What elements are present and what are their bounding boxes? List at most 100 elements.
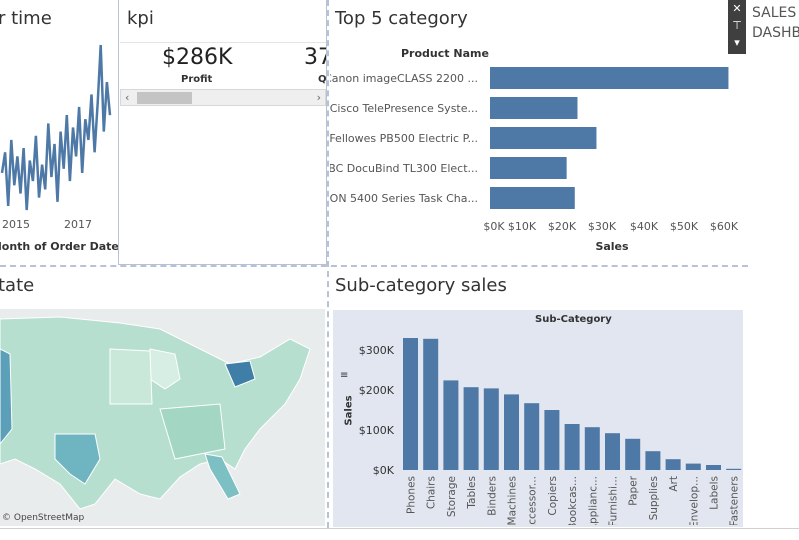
midwest-shape: [109, 348, 153, 405]
southeast-shape: [159, 403, 226, 460]
state-title: tate: [0, 275, 35, 296]
top5-x-tick: $30K: [588, 220, 617, 233]
menu-icon[interactable]: ▾: [734, 36, 740, 49]
close-icon[interactable]: ✕: [732, 2, 742, 15]
x-tick-2015: 2015: [2, 218, 30, 231]
top5-category-label: Fellowes PB500 Electric P...: [330, 132, 478, 145]
second-kpi-value: 37: [304, 45, 326, 70]
subcat-bar[interactable]: [685, 463, 701, 470]
top5-category-label: Cisco TelePresence Syste...: [330, 102, 478, 115]
top5-category-label: HON 5400 Series Task Cha...: [330, 192, 478, 205]
top5-bar[interactable]: [490, 127, 597, 149]
top5-bar[interactable]: [490, 97, 578, 119]
x-tick-2017: 2017: [64, 218, 92, 231]
top5-x-tick: $20K: [548, 220, 577, 233]
subcat-bar[interactable]: [544, 410, 560, 470]
top5-bar[interactable]: [490, 157, 567, 179]
subcat-bar[interactable]: [443, 380, 459, 470]
subcat-chart-header: Sub-Category: [535, 314, 612, 325]
subcat-category-label: Bookcas...: [567, 476, 579, 525]
subcat-category-label: Storage: [446, 476, 458, 517]
top5-bar[interactable]: [490, 187, 575, 209]
subcat-category-label: Furnishi...: [608, 476, 620, 525]
subcat-bar-chart: $0K $100K $200K $300K Phones Chairs Storage Tab…: [359, 338, 742, 525]
sales-line-chart: [0, 44, 112, 211]
new-york-shape: [224, 360, 256, 388]
top5-x-axis-label: Sales: [595, 240, 629, 253]
kpi-header-divider: [120, 42, 326, 43]
map-attribution[interactable]: © OpenStreetMap: [2, 513, 85, 523]
profit-value: $286K: [162, 45, 233, 70]
top5-category-label: GBC DocuBind TL300 Elect...: [330, 162, 478, 175]
subcat-category-label: Chairs: [426, 476, 438, 509]
subcat-bar[interactable]: [463, 387, 479, 470]
top5-x-tick: $40K: [630, 220, 659, 233]
kpi-horizontal-scrollbar[interactable]: ‹ ›: [120, 89, 326, 106]
subcat-title: Sub-category sales: [335, 275, 507, 296]
subcat-bar[interactable]: [524, 403, 540, 470]
floating-toolbar: ✕ ⊤ ▾: [728, 0, 746, 54]
florida-shape: [204, 453, 241, 500]
scroll-right-icon[interactable]: ›: [316, 91, 321, 104]
subcat-bar[interactable]: [625, 438, 641, 470]
sort-icon[interactable]: ≡: [340, 370, 349, 381]
subcat-bar[interactable]: [706, 465, 721, 470]
profit-label: Profit: [181, 74, 213, 85]
subcat-category-label: Labels: [709, 476, 721, 510]
subcat-category-label: Machines: [507, 476, 519, 525]
subcat-y-tick: $0K: [373, 464, 395, 477]
subcat-category-label: Applianc...: [587, 476, 599, 525]
kpi-title: kpi: [127, 8, 154, 29]
dashboard-title-line2: DASHB: [752, 25, 799, 41]
scroll-left-icon[interactable]: ‹: [125, 91, 130, 104]
california-shape: [0, 348, 13, 445]
texas-shape: [54, 433, 101, 485]
top5-category-title: Top 5 category: [335, 8, 468, 29]
sales-line-series: [0, 44, 112, 211]
subcat-y-axis-label: Sales: [343, 395, 355, 426]
subcat-category-label: Envelop...: [688, 476, 700, 525]
subcat-bar[interactable]: [726, 468, 742, 470]
subcat-bar[interactable]: [403, 338, 418, 470]
sales-over-time-title: r time: [0, 8, 52, 29]
pin-icon[interactable]: ⊤: [732, 19, 742, 32]
panel-divider-horizontal: [0, 265, 748, 267]
subcat-y-tick: $200K: [359, 384, 395, 397]
subcat-bar[interactable]: [483, 388, 499, 470]
kpi-panel: [118, 0, 327, 265]
x-axis-label: lonth of Order Date: [0, 240, 119, 253]
subcat-bar[interactable]: [584, 427, 600, 470]
subcat-bar[interactable]: [564, 424, 580, 470]
bottom-divider: [0, 528, 799, 529]
state-map[interactable]: © OpenStreetMap: [0, 309, 325, 526]
us-map-shapes: [0, 316, 311, 510]
panel-divider-vertical: [327, 0, 329, 528]
scroll-thumb[interactable]: [137, 92, 192, 104]
subcat-category-label: Tables: [466, 476, 478, 510]
subcat-bar[interactable]: [665, 459, 681, 470]
subcat-category-label: Paper: [628, 475, 640, 505]
subcat-bar[interactable]: [605, 433, 620, 470]
top5-x-tick: $0K: [483, 220, 505, 233]
top5-category-header: Product Name: [401, 47, 489, 60]
top5-bar[interactable]: [490, 67, 729, 89]
us-landmass: [0, 316, 311, 510]
top5-bar-chart: Canon imageCLASS 2200 ... Cisco TelePrese…: [330, 67, 739, 253]
subcat-category-label: Supplies: [648, 476, 660, 520]
top5-category-label: Canon imageCLASS 2200 ...: [330, 72, 478, 85]
top5-x-tick: $10K: [508, 220, 537, 233]
top5-x-tick: $60K: [710, 220, 739, 233]
dashboard-title-line1: SALES: [752, 5, 797, 21]
subcat-category-label: Fasteners: [729, 476, 741, 525]
subcat-category-label: Art: [668, 476, 680, 492]
subcat-category-label: Copiers: [547, 476, 559, 516]
second-kpi-label: Q: [318, 74, 327, 85]
subcat-bar[interactable]: [645, 451, 661, 470]
subcat-y-tick: $100K: [359, 424, 395, 437]
subcat-category-label: Binders: [486, 476, 498, 516]
top5-x-tick: $50K: [670, 220, 699, 233]
subcat-bar[interactable]: [423, 338, 439, 470]
subcat-bar[interactable]: [504, 394, 519, 470]
subcat-category-label: Accessor...: [527, 476, 539, 525]
subcat-category-label: Phones: [406, 476, 418, 514]
